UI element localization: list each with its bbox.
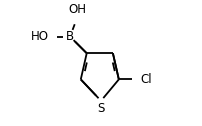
- Text: B: B: [66, 30, 74, 43]
- Text: Cl: Cl: [140, 73, 152, 86]
- Text: HO: HO: [31, 30, 49, 43]
- Text: S: S: [97, 102, 105, 115]
- Text: OH: OH: [68, 3, 86, 16]
